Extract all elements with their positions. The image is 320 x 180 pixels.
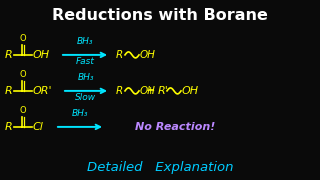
Text: OH: OH: [140, 86, 156, 96]
Text: OR': OR': [33, 86, 52, 96]
Text: OH: OH: [33, 50, 50, 60]
Text: No Reaction!: No Reaction!: [135, 122, 215, 132]
Text: O: O: [20, 106, 26, 115]
Text: R: R: [5, 50, 13, 60]
Text: O: O: [20, 34, 26, 43]
Text: Slow: Slow: [76, 93, 97, 102]
Text: Reductions with Borane: Reductions with Borane: [52, 8, 268, 23]
Text: O: O: [20, 70, 26, 79]
Text: R: R: [116, 50, 123, 60]
Text: +: +: [145, 86, 155, 96]
Text: OH: OH: [182, 86, 199, 96]
Text: BH₃: BH₃: [77, 37, 93, 46]
Text: BH₃: BH₃: [72, 109, 88, 118]
Text: R: R: [5, 122, 13, 132]
Text: OH: OH: [140, 50, 156, 60]
Text: Fast: Fast: [76, 57, 94, 66]
Text: BH₃: BH₃: [78, 73, 94, 82]
Text: Detailed   Explanation: Detailed Explanation: [87, 161, 233, 174]
Text: R: R: [116, 86, 123, 96]
Text: R: R: [5, 86, 13, 96]
Text: R': R': [158, 86, 169, 96]
Text: Cl: Cl: [33, 122, 44, 132]
